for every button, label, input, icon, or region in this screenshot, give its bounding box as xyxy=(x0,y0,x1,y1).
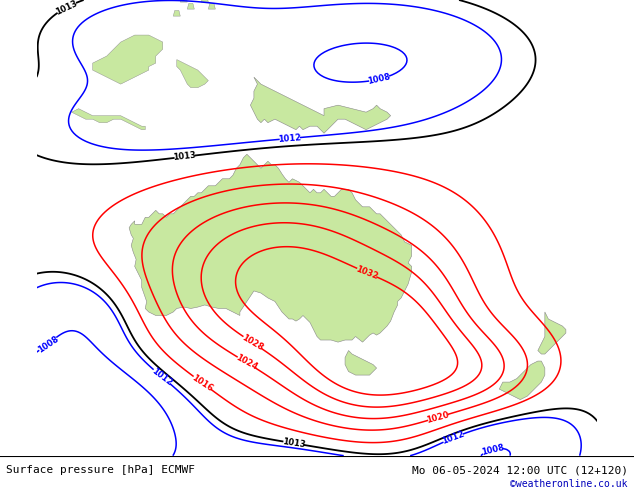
Text: 1012: 1012 xyxy=(150,366,174,387)
Text: 1013: 1013 xyxy=(172,151,197,162)
Text: 1008: 1008 xyxy=(367,72,392,86)
Polygon shape xyxy=(177,60,209,88)
Polygon shape xyxy=(187,3,194,9)
Text: 1008: 1008 xyxy=(480,442,505,457)
Polygon shape xyxy=(202,0,209,2)
Polygon shape xyxy=(500,361,545,400)
Polygon shape xyxy=(173,10,180,16)
Text: 1028: 1028 xyxy=(240,333,264,352)
Text: 1024: 1024 xyxy=(234,353,259,372)
Polygon shape xyxy=(72,109,145,130)
Polygon shape xyxy=(250,77,391,133)
Polygon shape xyxy=(129,154,411,342)
Polygon shape xyxy=(93,35,163,84)
Text: Surface pressure [hPa] ECMWF: Surface pressure [hPa] ECMWF xyxy=(6,466,195,475)
Text: 1016: 1016 xyxy=(190,373,214,393)
Text: 1012: 1012 xyxy=(441,430,465,446)
Text: 1013: 1013 xyxy=(54,0,79,17)
Polygon shape xyxy=(538,312,566,354)
Text: 1012: 1012 xyxy=(278,133,302,144)
Text: 1013: 1013 xyxy=(281,437,306,449)
Polygon shape xyxy=(180,0,187,2)
Text: ©weatheronline.co.uk: ©weatheronline.co.uk xyxy=(510,479,628,490)
Text: 1032: 1032 xyxy=(354,264,379,281)
Text: 1020: 1020 xyxy=(425,410,450,425)
Text: 1008: 1008 xyxy=(36,334,60,354)
Polygon shape xyxy=(209,3,216,9)
Polygon shape xyxy=(345,350,377,375)
Text: Mo 06-05-2024 12:00 UTC (12+120): Mo 06-05-2024 12:00 UTC (12+120) xyxy=(411,466,628,475)
